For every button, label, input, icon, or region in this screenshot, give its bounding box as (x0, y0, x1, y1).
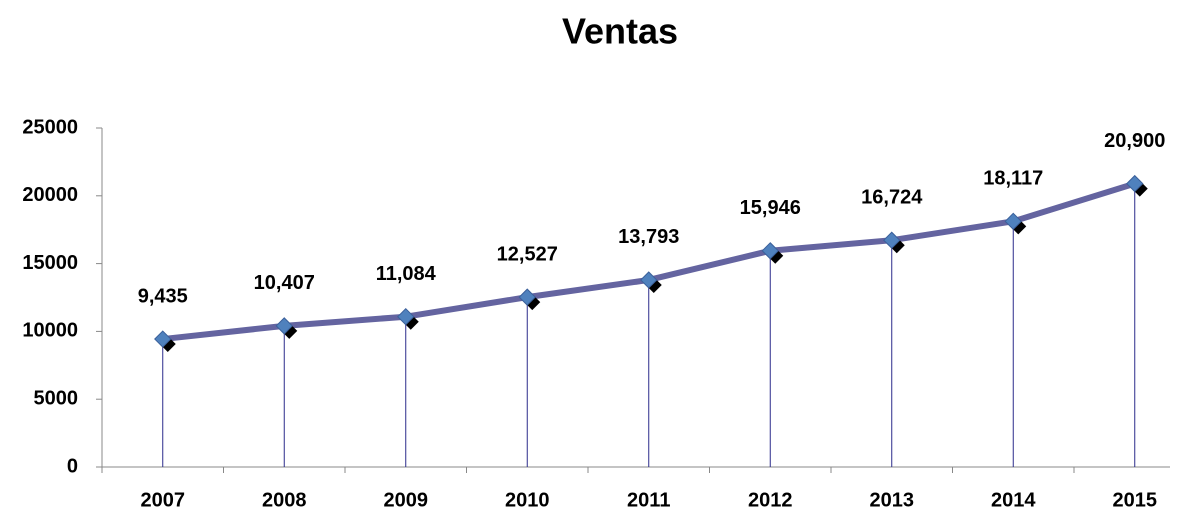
data-label: 15,946 (740, 197, 801, 219)
data-label: 16,724 (861, 187, 923, 209)
y-tick-label: 25000 (22, 116, 78, 138)
marker (1126, 174, 1144, 193)
y-tick-label: 20000 (22, 184, 78, 206)
x-tick-label: 2011 (627, 489, 670, 511)
data-label: 13,793 (618, 226, 679, 248)
marker (761, 242, 779, 260)
x-tick-label: 2015 (1113, 489, 1158, 511)
marker (154, 330, 172, 348)
y-tick-label: 15000 (22, 252, 78, 274)
data-label: 12,527 (497, 243, 558, 265)
marker (1004, 212, 1022, 231)
marker (518, 288, 536, 306)
x-tick-label: 2013 (870, 489, 915, 511)
marker (275, 317, 293, 335)
x-tick-label: 2007 (141, 489, 186, 511)
marker (640, 271, 658, 289)
chart-title: Ventas (562, 11, 678, 52)
data-label: 11,084 (376, 263, 437, 285)
y-tick-label: 0 (67, 455, 78, 477)
y-tick-label: 10000 (22, 320, 78, 342)
x-tick-label: 2010 (505, 489, 550, 511)
data-label: 10,407 (254, 272, 315, 294)
data-label: 20,900 (1104, 130, 1165, 152)
data-label: 9,435 (138, 285, 188, 307)
x-tick-label: 2012 (748, 489, 793, 511)
marker (397, 307, 415, 326)
x-tick-label: 2009 (384, 489, 429, 511)
x-tick-label: 2008 (262, 489, 307, 511)
data-label: 18,117 (983, 168, 1043, 190)
x-tick-label: 2014 (991, 489, 1036, 511)
marker (883, 231, 901, 249)
y-tick-label: 5000 (34, 387, 79, 409)
